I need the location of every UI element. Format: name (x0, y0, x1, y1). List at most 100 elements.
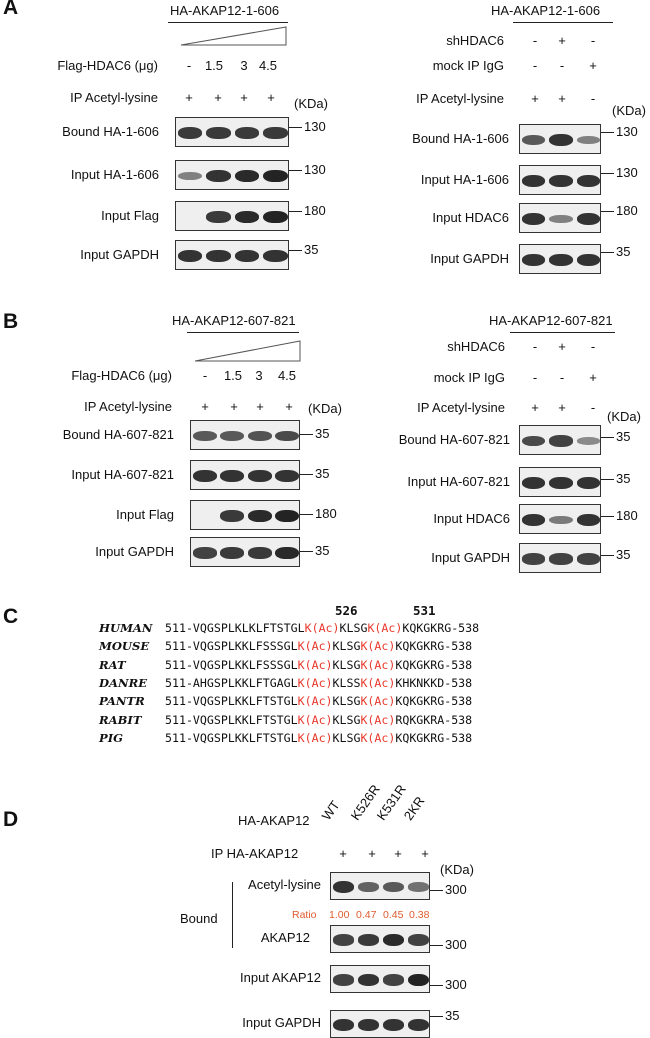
blot-label: Acetyl-lysine (248, 877, 321, 892)
sequence-segment: 511-VQGSPLKLKLFTSTGL (165, 621, 305, 635)
protein-band (206, 250, 231, 262)
blot-label: Input GAPDH (431, 550, 510, 565)
protein-band (407, 1019, 429, 1031)
panel-c-letter: C (3, 605, 19, 628)
blot-label: Input HDAC6 (432, 210, 509, 225)
blot-label: Bound HA-607-821 (62, 427, 174, 442)
condition-label: mock IP IgG (433, 370, 505, 385)
protein-band (521, 175, 546, 187)
protein-band (192, 430, 217, 442)
kda-marker: 130 (304, 119, 326, 134)
blot-label: Input GAPDH (80, 247, 159, 262)
ip-sign: + (339, 846, 347, 861)
sequence-segment: KQKGKRG-538 (395, 657, 473, 672)
protein-band (357, 882, 380, 892)
western-blot (519, 244, 601, 274)
protein-band (549, 175, 573, 187)
protein-band (192, 470, 217, 482)
acetyl-lysine-site: K(Ac) (297, 694, 333, 709)
ratio-label: Ratio (292, 909, 317, 921)
sequence-segment: KLSG (332, 657, 361, 672)
blot-label: Input HA-1-606 (420, 172, 509, 187)
ratio-value: 0.38 (409, 909, 430, 921)
protein-band (382, 881, 405, 893)
western-blot (519, 124, 601, 154)
protein-band (549, 553, 573, 565)
protein-band (263, 250, 288, 262)
protein-band (521, 435, 546, 447)
kda-marker: 130 (616, 165, 638, 180)
sequence-segment: KQKGKRG-538 (395, 639, 473, 654)
protein-band (521, 514, 546, 526)
western-blot (175, 240, 289, 270)
panel-a-letter: A (3, 0, 19, 19)
protein-band (332, 1019, 355, 1031)
dose-lane-3: 3 (240, 58, 248, 73)
protein-band (549, 254, 573, 266)
western-blot (519, 203, 601, 233)
acetyl-lysine-site: K(Ac) (297, 657, 333, 672)
marker-tick (601, 132, 614, 133)
kda-marker: 180 (304, 203, 326, 218)
construct-underline (510, 332, 615, 333)
western-blot (175, 201, 289, 231)
protein-band (220, 430, 245, 442)
kda-marker: 35 (616, 429, 631, 444)
sequence-segment: KQKGKRG-538 (395, 730, 473, 745)
condition-label: shHDAC6 (447, 339, 505, 354)
treatment-label: Flag-HDAC6 (μg) (57, 58, 158, 73)
species-name: PIG (99, 730, 124, 745)
condition-sign: - (590, 33, 596, 48)
protein-band (549, 515, 573, 525)
blot-label: Input Flag (101, 208, 159, 223)
ip-sign: + (394, 846, 402, 861)
construct-label: HA-AKAP12-1-606 (170, 3, 280, 18)
protein-band (177, 250, 203, 262)
ip-sign-lane-4: + (267, 90, 275, 105)
protein-band (576, 514, 600, 526)
bound-bracket (232, 882, 233, 948)
protein-band (206, 127, 231, 139)
ip-sign-lane-4: + (285, 399, 293, 414)
condition-sign: + (558, 400, 566, 415)
condition-sign: - (590, 91, 596, 106)
marker-tick (601, 252, 614, 253)
western-blot (330, 1010, 430, 1038)
western-blot (519, 467, 601, 497)
marker-tick (601, 437, 614, 438)
protein-band (521, 477, 546, 489)
sequence-segment: KLSG (339, 621, 368, 635)
blot-label: AKAP12 (260, 930, 310, 945)
protein-band (382, 974, 405, 986)
ip-label: IP Acetyl-lysine (84, 399, 172, 414)
sequence-line: 511-VQGSPLKLKLFTSTGLK(Ac)KLSGK(Ac)KQKGKR… (165, 621, 479, 635)
protein-band (357, 934, 380, 946)
protein-band (263, 210, 288, 224)
condition-sign: - (532, 33, 538, 48)
kda-marker: 35 (616, 471, 631, 486)
panel-b-letter: B (3, 310, 19, 333)
bound-label: Bound (180, 911, 218, 926)
marker-tick (601, 516, 614, 517)
protein-band (576, 254, 600, 266)
protein-band (275, 430, 299, 442)
marker-tick (601, 173, 614, 174)
protein-band (357, 974, 380, 986)
acetyl-lysine-site: K(Ac) (304, 621, 340, 635)
species-name: RAT (99, 657, 126, 672)
kda-marker: 35 (315, 543, 330, 558)
marker-tick (601, 479, 614, 480)
construct-label: HA-AKAP12-607-821 (172, 313, 296, 328)
sequence-line: 511-AHGSPLKKLFTGAGLK(Ac)KLSSK(Ac)KHKNKKD… (165, 676, 472, 690)
kda-marker: 130 (304, 162, 326, 177)
condition-sign: - (559, 58, 565, 73)
marker-tick (289, 250, 302, 251)
ip-sign-lane-1: + (185, 90, 193, 105)
construct-label: HA-AKAP12-607-821 (489, 313, 613, 328)
protein-band (192, 547, 217, 559)
western-blot (519, 425, 601, 455)
species-name: HUMAN (99, 621, 153, 635)
dose-lane-4: 4.5 (258, 58, 278, 73)
western-blot (190, 500, 300, 530)
protein-band (576, 553, 600, 565)
